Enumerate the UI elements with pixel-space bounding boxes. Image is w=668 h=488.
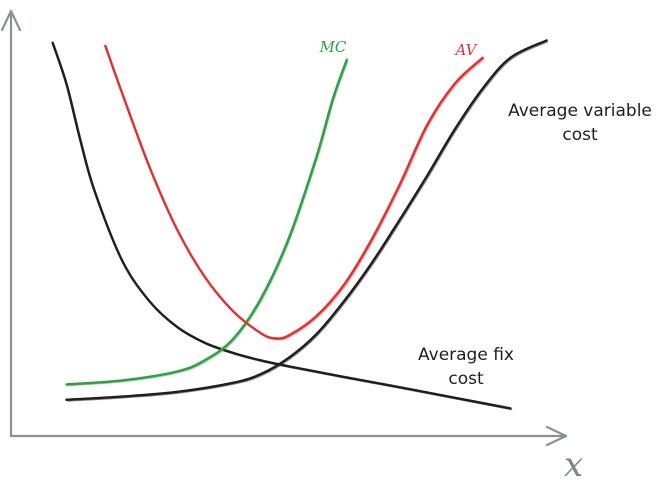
series-average-variable-cost-sketch-stroke <box>67 41 549 402</box>
series-label-mc: MC <box>319 38 347 56</box>
series-label-average-variable-cost-line-1: Average variable <box>508 101 652 121</box>
y-axis-arrowhead <box>0 9 22 32</box>
series-label-average-fix-cost-line-1: Average fix <box>418 345 514 365</box>
series-av-line <box>104 44 484 340</box>
series-label-av: AV <box>454 41 479 59</box>
series-average-variable-cost-line <box>65 39 548 401</box>
series-mc-line <box>65 58 348 386</box>
series-average-fix-cost-line <box>51 41 512 410</box>
series-layer <box>51 39 549 411</box>
x-axis-label: x <box>564 445 583 485</box>
series-av-sketch-stroke <box>106 46 485 341</box>
series-label-average-fix-cost-line-2: cost <box>448 369 484 389</box>
series-label-average-variable-cost-line-2: cost <box>562 125 598 145</box>
series-mc-sketch-stroke <box>67 60 349 387</box>
x-axis-arrowhead <box>545 425 568 447</box>
series-labels: Average variable cost Average fix cost MC AV <box>319 38 652 389</box>
axes: x <box>0 9 583 485</box>
